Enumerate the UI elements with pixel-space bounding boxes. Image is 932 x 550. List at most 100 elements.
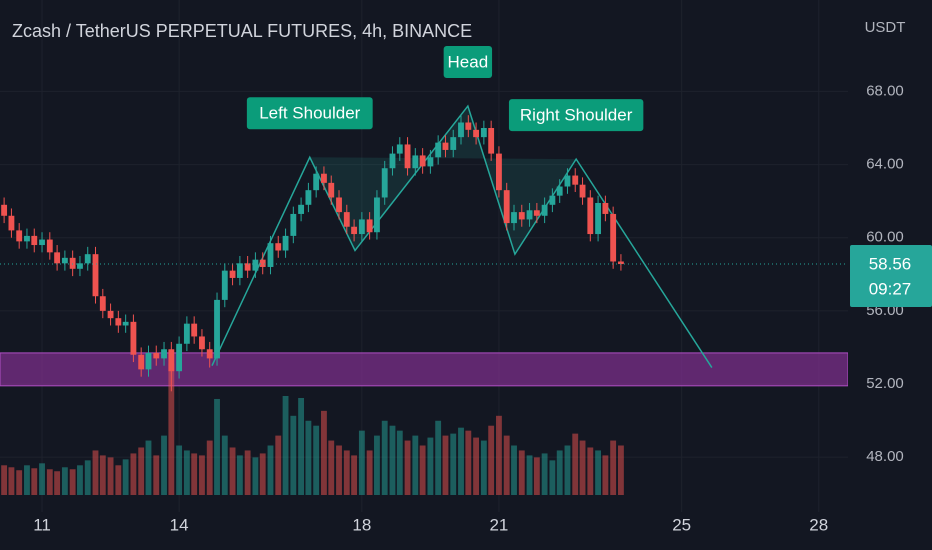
- volume-bar: [328, 440, 335, 495]
- x-tick-label: 11: [33, 515, 51, 534]
- candle-body: [161, 349, 167, 359]
- candle-body: [321, 173, 327, 183]
- volume-bar: [381, 420, 388, 495]
- candle-body: [602, 202, 609, 214]
- volume-bar: [221, 435, 228, 495]
- volume-bar: [412, 435, 419, 495]
- candle-body: [244, 263, 251, 271]
- candle-body: [518, 212, 525, 220]
- candle-body: [556, 186, 563, 196]
- y-tick-label: 52.00: [866, 375, 904, 392]
- volume-bar: [458, 427, 464, 495]
- candle-body: [199, 336, 205, 350]
- volume-bar: [541, 453, 548, 495]
- volume-bar: [61, 467, 68, 495]
- candle-body: [122, 321, 129, 326]
- candle-body: [138, 354, 145, 370]
- volume-bar: [176, 445, 183, 495]
- pattern-line: [211, 104, 713, 368]
- candle-body: [236, 263, 243, 278]
- candle-body: [442, 142, 449, 150]
- volume-bar: [404, 440, 411, 495]
- volume-bar: [138, 447, 145, 495]
- volume-bar: [54, 471, 61, 495]
- volume-bar: [465, 430, 472, 495]
- candle-body: [290, 213, 297, 236]
- volume-bar: [206, 440, 213, 495]
- candle-body: [336, 197, 342, 213]
- x-tick-label: 18: [352, 515, 371, 534]
- candle-body: [267, 243, 274, 267]
- candle-body: [496, 153, 502, 191]
- volume-bar: [602, 455, 609, 495]
- x-tick-label: 14: [170, 515, 189, 534]
- volume-bar: [16, 470, 23, 495]
- volume-bar: [39, 463, 45, 495]
- candle-body: [533, 210, 540, 216]
- volume-bar: [366, 450, 373, 495]
- candle-body: [16, 230, 23, 242]
- volume-bar: [321, 410, 327, 495]
- candle-body: [275, 243, 282, 251]
- candle-body: [381, 168, 388, 198]
- y-tick-label: 48.00: [866, 448, 904, 465]
- candle-body: [617, 261, 624, 265]
- volume-bar: [236, 455, 243, 495]
- candle-body: [8, 215, 15, 231]
- volume-bar: [610, 440, 617, 495]
- volume-bar: [214, 398, 220, 495]
- countdown-label: 09:27: [869, 280, 912, 299]
- volume-bar: [572, 433, 579, 495]
- candle-body: [99, 296, 106, 311]
- volume-bar: [556, 450, 563, 495]
- candle-body: [46, 239, 53, 253]
- volume-bar: [31, 468, 38, 495]
- candle-body: [1, 204, 8, 216]
- volume-bar: [191, 453, 198, 495]
- volume-bar: [358, 430, 365, 495]
- candle-body: [587, 197, 594, 235]
- x-tick-label: 25: [672, 515, 691, 534]
- candle-body: [465, 122, 472, 130]
- candle-body: [107, 310, 114, 319]
- volume-bar: [130, 453, 137, 495]
- volume-bar: [480, 440, 487, 495]
- candle-body: [358, 219, 365, 235]
- candle-body: [564, 175, 571, 187]
- volume-bar: [107, 457, 114, 495]
- volume-bar: [305, 420, 312, 495]
- candle-body: [145, 352, 152, 370]
- candle-body: [77, 263, 83, 269]
- candle-body: [526, 210, 533, 220]
- y-tick-label: 64.00: [866, 156, 904, 173]
- volume-bar: [617, 445, 624, 495]
- candle-body: [328, 182, 335, 198]
- plot-area: [0, 0, 849, 512]
- volume-bar: [526, 455, 533, 495]
- candle-body: [396, 144, 403, 154]
- candle-body: [69, 257, 76, 269]
- candle-body: [541, 204, 548, 216]
- candle-body: [435, 142, 442, 158]
- candle-body: [503, 190, 510, 224]
- volume-bar: [153, 455, 160, 495]
- candle-body: [366, 219, 373, 233]
- candle-body: [176, 343, 183, 372]
- y-tick-label: 60.00: [866, 229, 904, 246]
- volume-bar: [579, 440, 586, 495]
- volume-bar: [275, 435, 282, 495]
- candle-body: [374, 197, 380, 233]
- candle-body: [84, 254, 91, 264]
- pattern-label: Head: [448, 53, 489, 72]
- pattern-label: Left Shoulder: [259, 104, 360, 123]
- candle-body: [488, 128, 495, 154]
- candle-body: [229, 270, 236, 278]
- volume-bar: [267, 445, 274, 495]
- candle-body: [61, 257, 68, 264]
- volume-bar: [282, 396, 289, 495]
- volume-bar: [343, 450, 350, 495]
- volume-bar: [161, 435, 167, 495]
- candle-body: [473, 129, 480, 138]
- candle-body: [221, 270, 228, 300]
- candle-body: [31, 235, 38, 246]
